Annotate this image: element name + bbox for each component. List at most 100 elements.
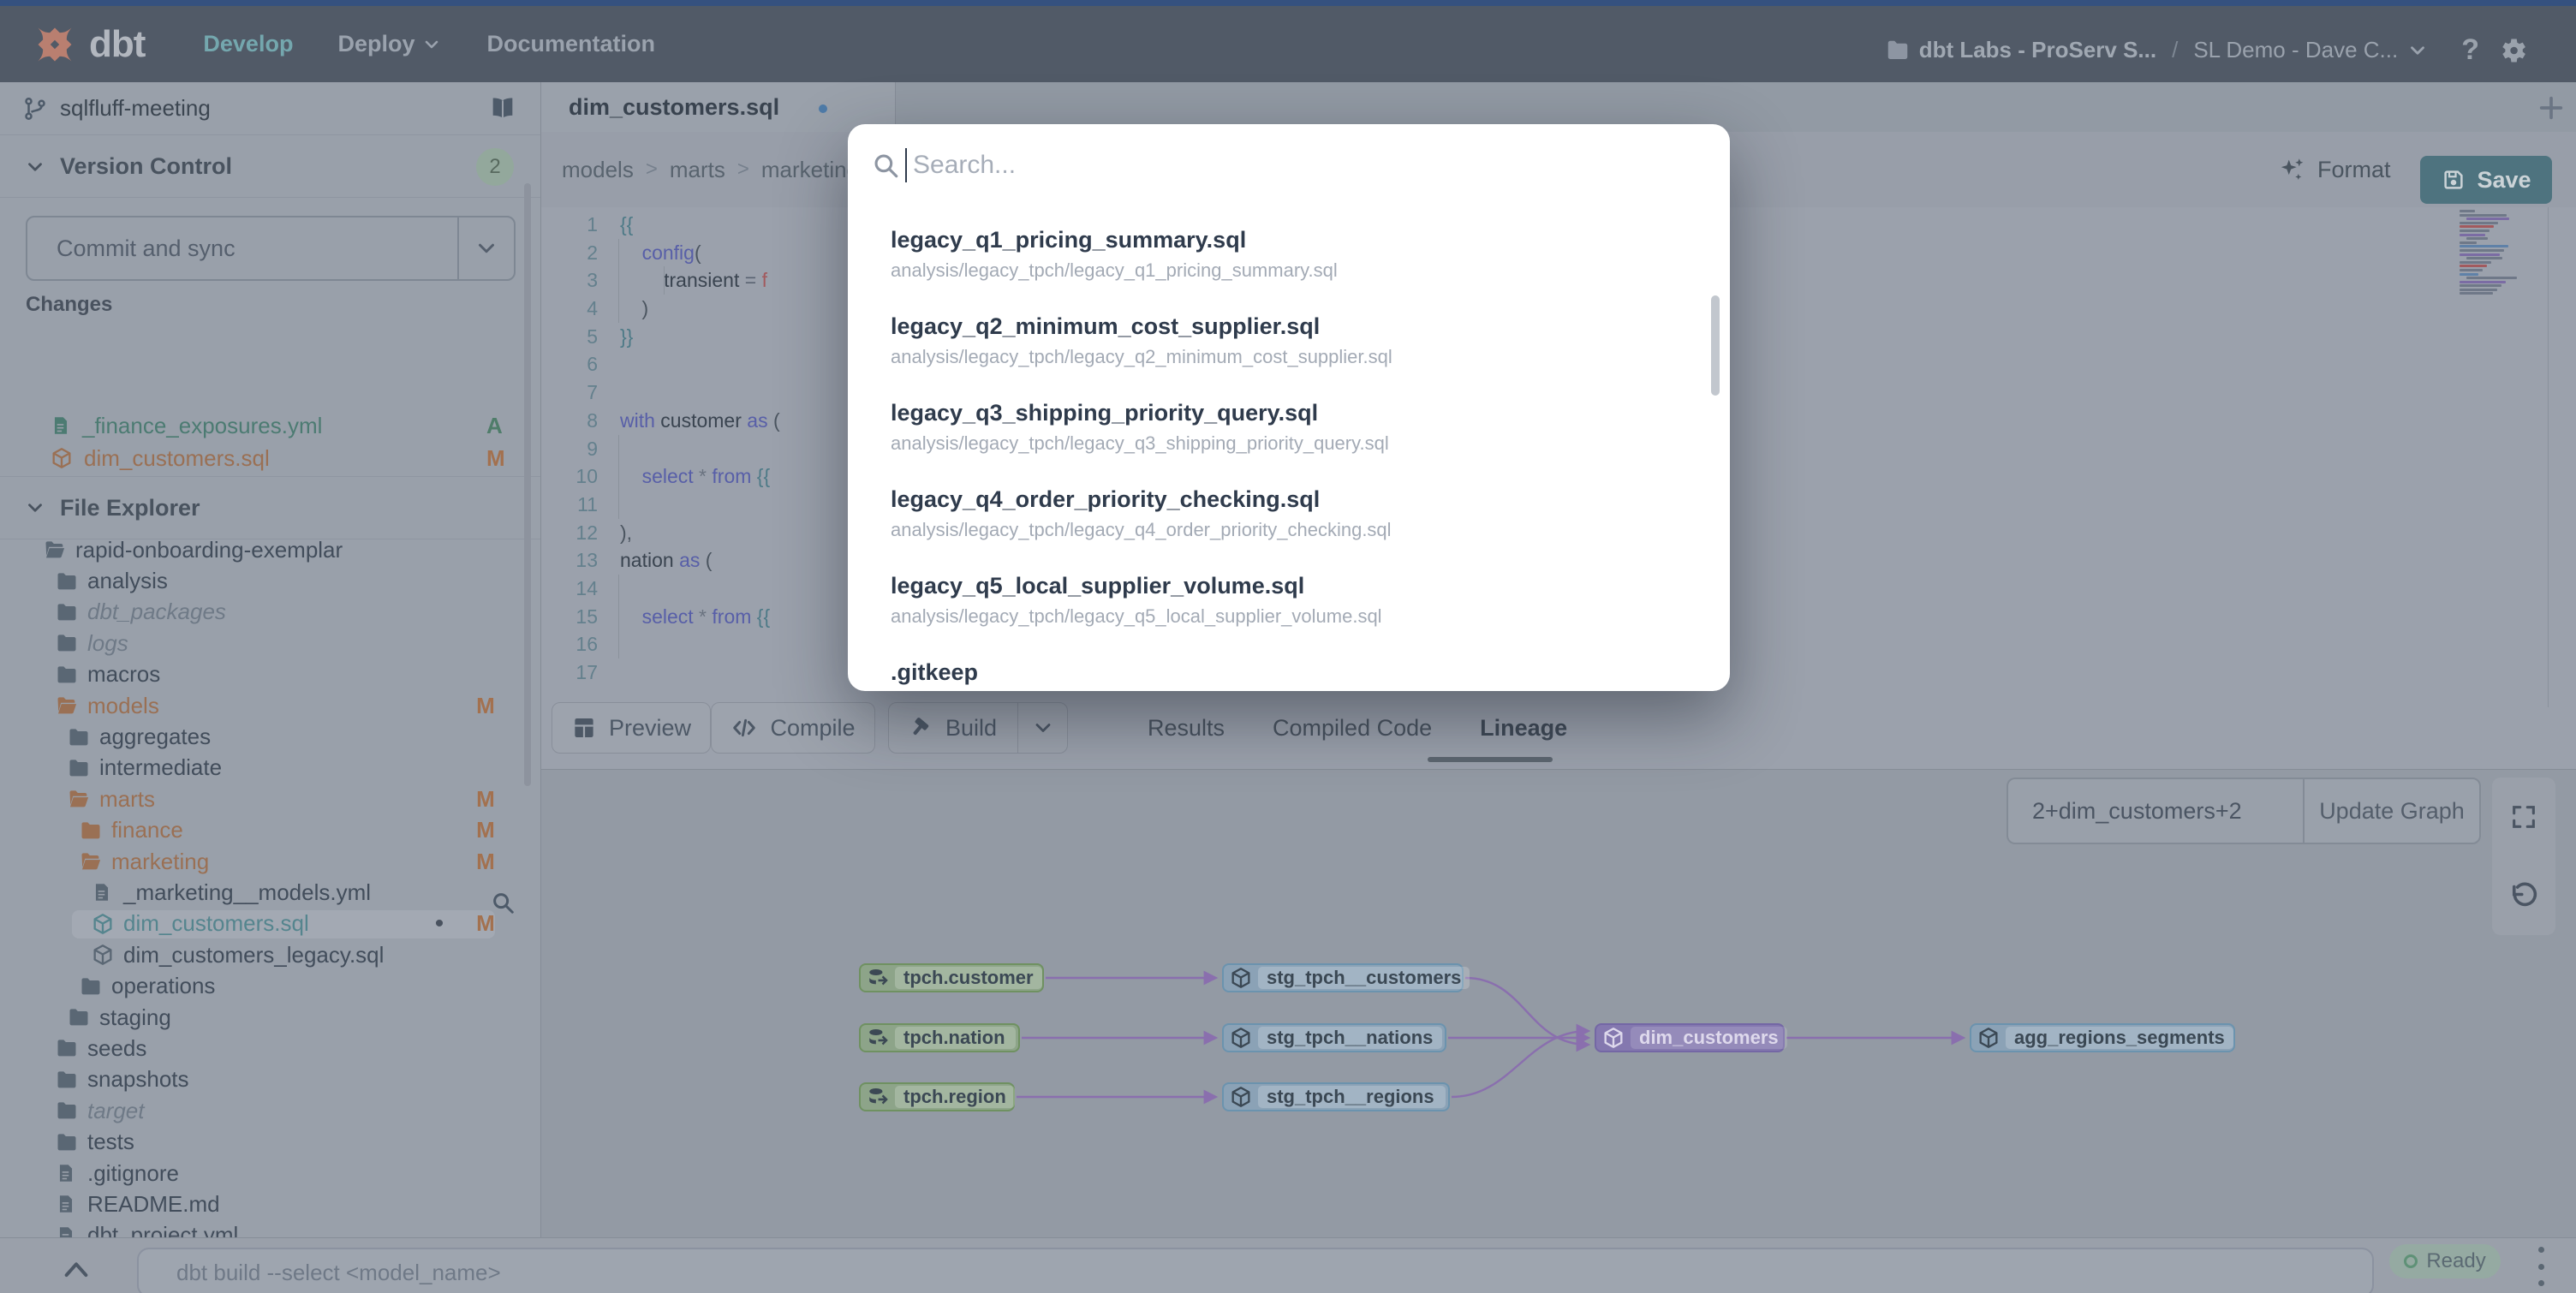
tree-item-staging[interactable]: staging — [0, 1002, 522, 1033]
tree-item-seeds[interactable]: seeds — [0, 1033, 522, 1064]
branch-name[interactable]: sqlfluff-meeting — [60, 95, 211, 121]
tree-item-models[interactable]: models M — [0, 690, 522, 721]
nav-tab-documentation-label: Documentation — [486, 31, 655, 57]
tree-item-dim-customers-sql[interactable]: dim_customers.sql • M — [0, 909, 522, 939]
build-options-chevron[interactable] — [1017, 703, 1067, 753]
model-cube-icon — [1231, 1028, 1250, 1048]
chevron-down-icon[interactable] — [2406, 39, 2429, 62]
format-button[interactable]: Format — [2278, 132, 2391, 207]
nav-tab-documentation[interactable]: Documentation — [486, 31, 655, 57]
tree-item-intermediate[interactable]: intermediate — [0, 753, 522, 784]
new-tab-plus-icon[interactable] — [2537, 93, 2566, 122]
code-line: 16 — [575, 633, 598, 656]
tree-item-label: dim_customers_legacy.sql — [123, 941, 385, 968]
reset-view-icon[interactable] — [2508, 880, 2539, 911]
tree-item-rapid-onboarding-exemplar[interactable]: rapid-onboarding-exemplar — [0, 534, 522, 565]
nav-tab-develop[interactable]: Develop — [203, 31, 293, 57]
lineage-node-tpch-region[interactable]: tpch.region — [859, 1082, 1015, 1111]
tree-item-logs[interactable]: logs — [0, 628, 522, 658]
commit-and-sync-button[interactable]: Commit and sync — [26, 216, 516, 281]
git-status-letter: M — [476, 692, 495, 718]
fullscreen-icon[interactable] — [2509, 802, 2538, 831]
version-control-header[interactable]: Version Control 2 — [0, 136, 540, 198]
lineage-node-dim-customers[interactable]: dim_customers — [1595, 1023, 1787, 1052]
dbt-logo[interactable]: dbt — [33, 22, 146, 67]
update-graph-label: Update Graph — [2319, 797, 2465, 824]
code-line: 11 — [577, 492, 598, 515]
help-icon[interactable]: ? — [2461, 33, 2479, 66]
save-button[interactable]: Save — [2420, 156, 2552, 204]
lineage-node-stg-tpch-customers[interactable]: stg_tpch__customers — [1222, 963, 1470, 992]
lineage-node-agg-regions-segments[interactable]: agg_regions_segments — [1970, 1023, 2235, 1052]
search-result-item[interactable]: legacy_q2_minimum_cost_supplier.sql analy… — [848, 312, 1730, 398]
tree-item-label: rapid-onboarding-exemplar — [75, 536, 343, 563]
tree-item-finance[interactable]: finance M — [0, 815, 522, 846]
tree-item-readme-md[interactable]: README.md — [0, 1189, 522, 1219]
lineage-node-tpch-nation[interactable]: tpch.nation — [859, 1023, 1020, 1052]
breadcrumb-models[interactable]: models — [562, 156, 634, 182]
breadcrumb-marts[interactable]: marts — [669, 156, 725, 182]
preview-button[interactable]: Preview — [552, 702, 711, 754]
tab-compiled-code[interactable]: Compiled Code — [1273, 714, 1433, 741]
search-result-item[interactable]: legacy_q1_pricing_summary.sql analysis/le… — [848, 225, 1730, 312]
gear-icon[interactable] — [2496, 34, 2529, 67]
chevron-right-icon: > — [736, 158, 749, 181]
file-icon — [59, 1165, 73, 1182]
file-explorer-header[interactable]: File Explorer — [0, 476, 540, 914]
tab-lineage[interactable]: Lineage — [1480, 714, 1568, 741]
modal-scrollbar-thumb[interactable] — [1711, 295, 1720, 396]
search-icon — [874, 154, 898, 178]
lineage-node-stg-tpch-nations[interactable]: stg_tpch__nations — [1222, 1023, 1446, 1052]
tree-item-snapshots[interactable]: snapshots — [0, 1064, 522, 1095]
model-cube-icon — [1604, 1028, 1623, 1048]
build-button[interactable]: Build — [889, 703, 1017, 753]
result-tabs: Results Compiled Code Lineage — [1148, 702, 1567, 754]
tree-item-aggregates[interactable]: aggregates — [0, 721, 522, 752]
tree-item-analysis[interactable]: analysis — [0, 565, 522, 596]
tree-item-dim-customers-legacy-sql[interactable]: dim_customers_legacy.sql — [0, 939, 522, 970]
compile-button[interactable]: Compile — [711, 702, 875, 754]
breadcrumb-marketing[interactable]: marketing — [760, 156, 860, 182]
code-line: 9 — [587, 437, 598, 460]
file-tree-scrollbar[interactable] — [524, 183, 531, 786]
folder-icon — [57, 635, 76, 652]
account-name[interactable]: dbt Labs - ProServ S... — [1918, 37, 2157, 63]
code-line: 1{{ — [587, 213, 634, 235]
commit-options-chevron[interactable] — [457, 217, 514, 279]
tree-item-operations[interactable]: operations — [0, 970, 522, 1001]
editor-scrollbar[interactable] — [2548, 207, 2576, 707]
tree-item--marketing-models-yml[interactable]: _marketing__models.yml — [0, 877, 522, 908]
modal-results-list: legacy_q1_pricing_summary.sql analysis/le… — [848, 225, 1730, 691]
node-label: dim_customers — [1631, 1027, 1787, 1049]
search-result-item[interactable]: legacy_q4_order_priority_checking.sql ana… — [848, 485, 1730, 571]
lineage-node-stg-tpch-regions[interactable]: stg_tpch__regions — [1222, 1082, 1450, 1111]
book-docs-icon[interactable] — [488, 94, 517, 123]
tab-results[interactable]: Results — [1148, 714, 1225, 741]
update-graph-button[interactable]: Update Graph — [2303, 778, 2481, 844]
tree-item-target[interactable]: target — [0, 1095, 522, 1126]
search-icon[interactable] — [490, 890, 516, 915]
tree-item-marketing[interactable]: marketing M — [0, 846, 522, 877]
command-input[interactable] — [137, 1248, 2374, 1293]
tree-item-tests[interactable]: tests — [0, 1126, 522, 1157]
project-name[interactable]: SL Demo - Dave C... — [2193, 37, 2399, 63]
lineage-edge — [1451, 1023, 1591, 1099]
search-result-item[interactable]: legacy_q5_local_supplier_volume.sql analy… — [848, 571, 1730, 658]
tree-item--gitignore[interactable]: .gitignore — [0, 1158, 522, 1189]
change-row[interactable]: dim_customers.sql M — [0, 442, 540, 474]
hammer-icon — [913, 718, 929, 736]
lineage-node-tpch-customer[interactable]: tpch.customer — [859, 963, 1044, 992]
kebab-menu-icon[interactable] — [2528, 1247, 2554, 1286]
tree-item-macros[interactable]: macros — [0, 659, 522, 690]
search-result-item[interactable]: .gitkeep — [848, 658, 1730, 691]
tree-item-dbt-project-yml[interactable]: dbt_project.yml — [0, 1220, 522, 1237]
change-row[interactable]: _finance_exposures.yml A — [0, 409, 540, 442]
chevron-up-icon[interactable] — [62, 1257, 91, 1281]
nav-tab-deploy[interactable]: Deploy — [337, 31, 442, 57]
editor-tab-dim-customers[interactable]: dim_customers.sql — [541, 82, 896, 132]
modal-search-input[interactable] — [911, 141, 1682, 189]
tree-item-marts[interactable]: marts M — [0, 784, 522, 814]
tree-item-dbt-packages[interactable]: dbt_packages — [0, 597, 522, 628]
lineage-selector-input[interactable] — [2007, 778, 2303, 844]
search-result-item[interactable]: legacy_q3_shipping_priority_query.sql ana… — [848, 398, 1730, 485]
